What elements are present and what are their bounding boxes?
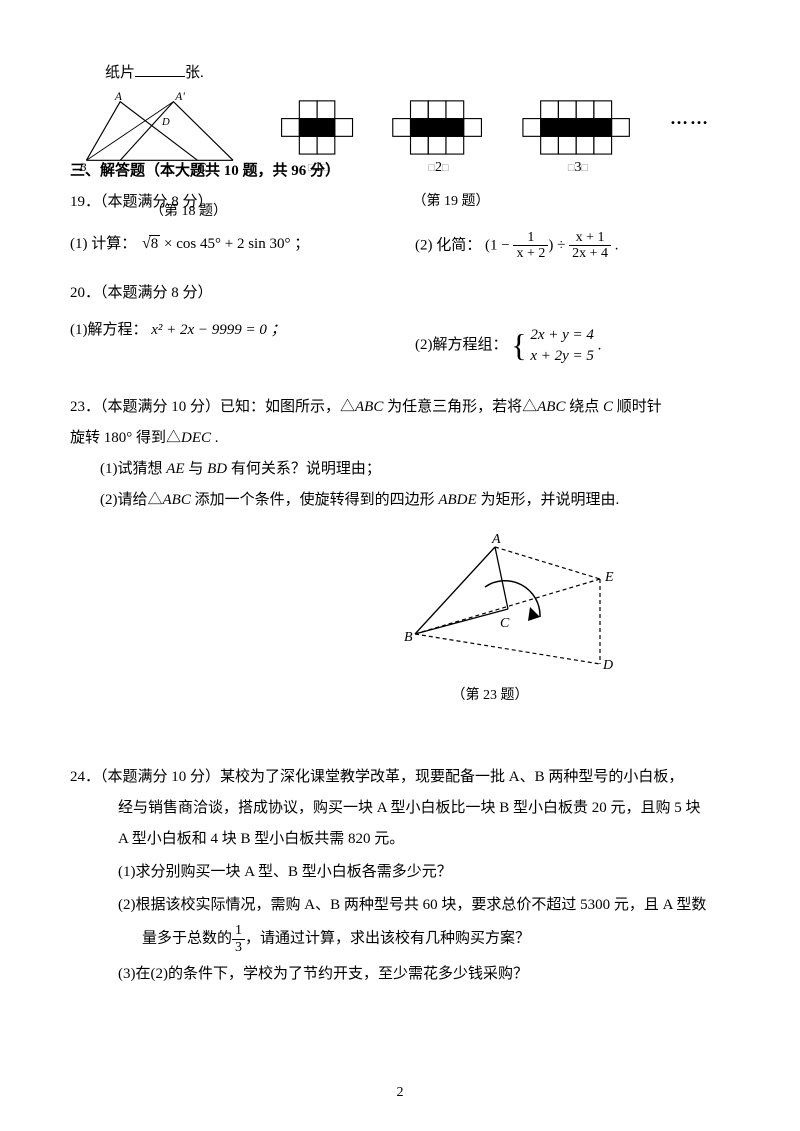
q24-header: 24．（本题满分 10 分）某校为了深化课堂教学改革，现要配备一批 A、B 两种… <box>70 764 730 791</box>
q20-part1: (1)解方程： x² + 2x − 9999 = 0 ； <box>70 317 385 375</box>
q24-p1: (1)求分别购买一块 A 型、B 型小白板各需多少元？ <box>118 859 730 886</box>
q19-body: (1) 计算： 8 × cos 45° + 2 sin 30° ； (2) 化简… <box>70 230 730 262</box>
brace-icon: { <box>511 327 526 363</box>
section-header: 三、解答题（本大题共 10 题，共 96 分） <box>70 158 730 185</box>
q18-intro: 纸片 张. <box>105 60 730 87</box>
caption-18: （第 18 题） <box>150 200 800 220</box>
label-A: A <box>114 91 123 103</box>
q18-suffix: 张. <box>185 65 204 81</box>
q24-p3: (3)在(2)的条件下，学校为了节约开支，至少需花多少钱采购？ <box>118 961 730 988</box>
q20-header: 20．（本题满分 8 分） <box>70 280 730 307</box>
q24-p2b: 量多于总数的13，请通过计算，求出该校有几种购买方案？ <box>142 923 730 955</box>
frac-third: 13 <box>232 923 245 955</box>
q20-part2: (2)解方程组： { 2x + y = 4 x + 2y = 5 . <box>415 317 730 375</box>
q23-caption: （第 23 题） <box>250 684 730 704</box>
frac-2: x + 12x + 4 <box>569 230 611 262</box>
page-number: 2 <box>0 1085 800 1101</box>
q24-l3: A 型小白板和 4 块 B 型小白板共需 820 元。 <box>118 826 730 853</box>
sqrt-8: 8 <box>140 230 160 259</box>
q20-eq1: x² + 2x − 9999 = 0 ； <box>151 322 285 338</box>
ellipsis: …… <box>670 108 710 129</box>
q23-figure: A B C D E <box>400 529 620 679</box>
frac-1: 1x + 2 <box>513 230 548 262</box>
system: 2x + y = 4 x + 2y = 5 <box>530 325 594 367</box>
q19-part2: (2) 化简： (1 − 1x + 2) ÷ x + 12x + 4 . <box>415 230 730 262</box>
svg-text:A: A <box>491 532 501 547</box>
svg-text:E: E <box>604 570 614 585</box>
q23-p1: (1)试猜想 AE 与 BD 有何关系？说明理由； <box>100 456 730 483</box>
blank-fill <box>135 63 185 77</box>
q24-p2a: (2)根据该校实际情况，需购 A、B 两种型号共 60 块，要求总价不超过 53… <box>118 892 730 919</box>
q19-part1: (1) 计算： 8 × cos 45° + 2 sin 30° ； <box>70 230 385 262</box>
label-D: D <box>161 117 170 128</box>
q23-header: 23．（本题满分 10 分）已知：如图所示，△ABC 为任意三角形，若将△ABC… <box>70 394 730 421</box>
q23-p2: (2)请给△ABC 添加一个条件，使旋转得到的四边形 ABDE 为矩形，并说明理… <box>100 487 730 514</box>
label-Ap: A' <box>174 91 185 103</box>
q24-l2: 经与销售商洽谈，搭成协议，购买一块 A 型小白板比一块 B 型小白板贵 20 元… <box>118 795 730 822</box>
q23-line2: 旋转 180° 得到△DEC . <box>70 425 730 452</box>
svg-text:C: C <box>500 616 510 631</box>
svg-text:D: D <box>602 658 613 673</box>
q18-prefix: 纸片 <box>105 65 135 81</box>
q20-body: (1)解方程： x² + 2x − 9999 = 0 ； (2)解方程组： { … <box>70 317 730 375</box>
svg-text:B: B <box>404 630 413 645</box>
